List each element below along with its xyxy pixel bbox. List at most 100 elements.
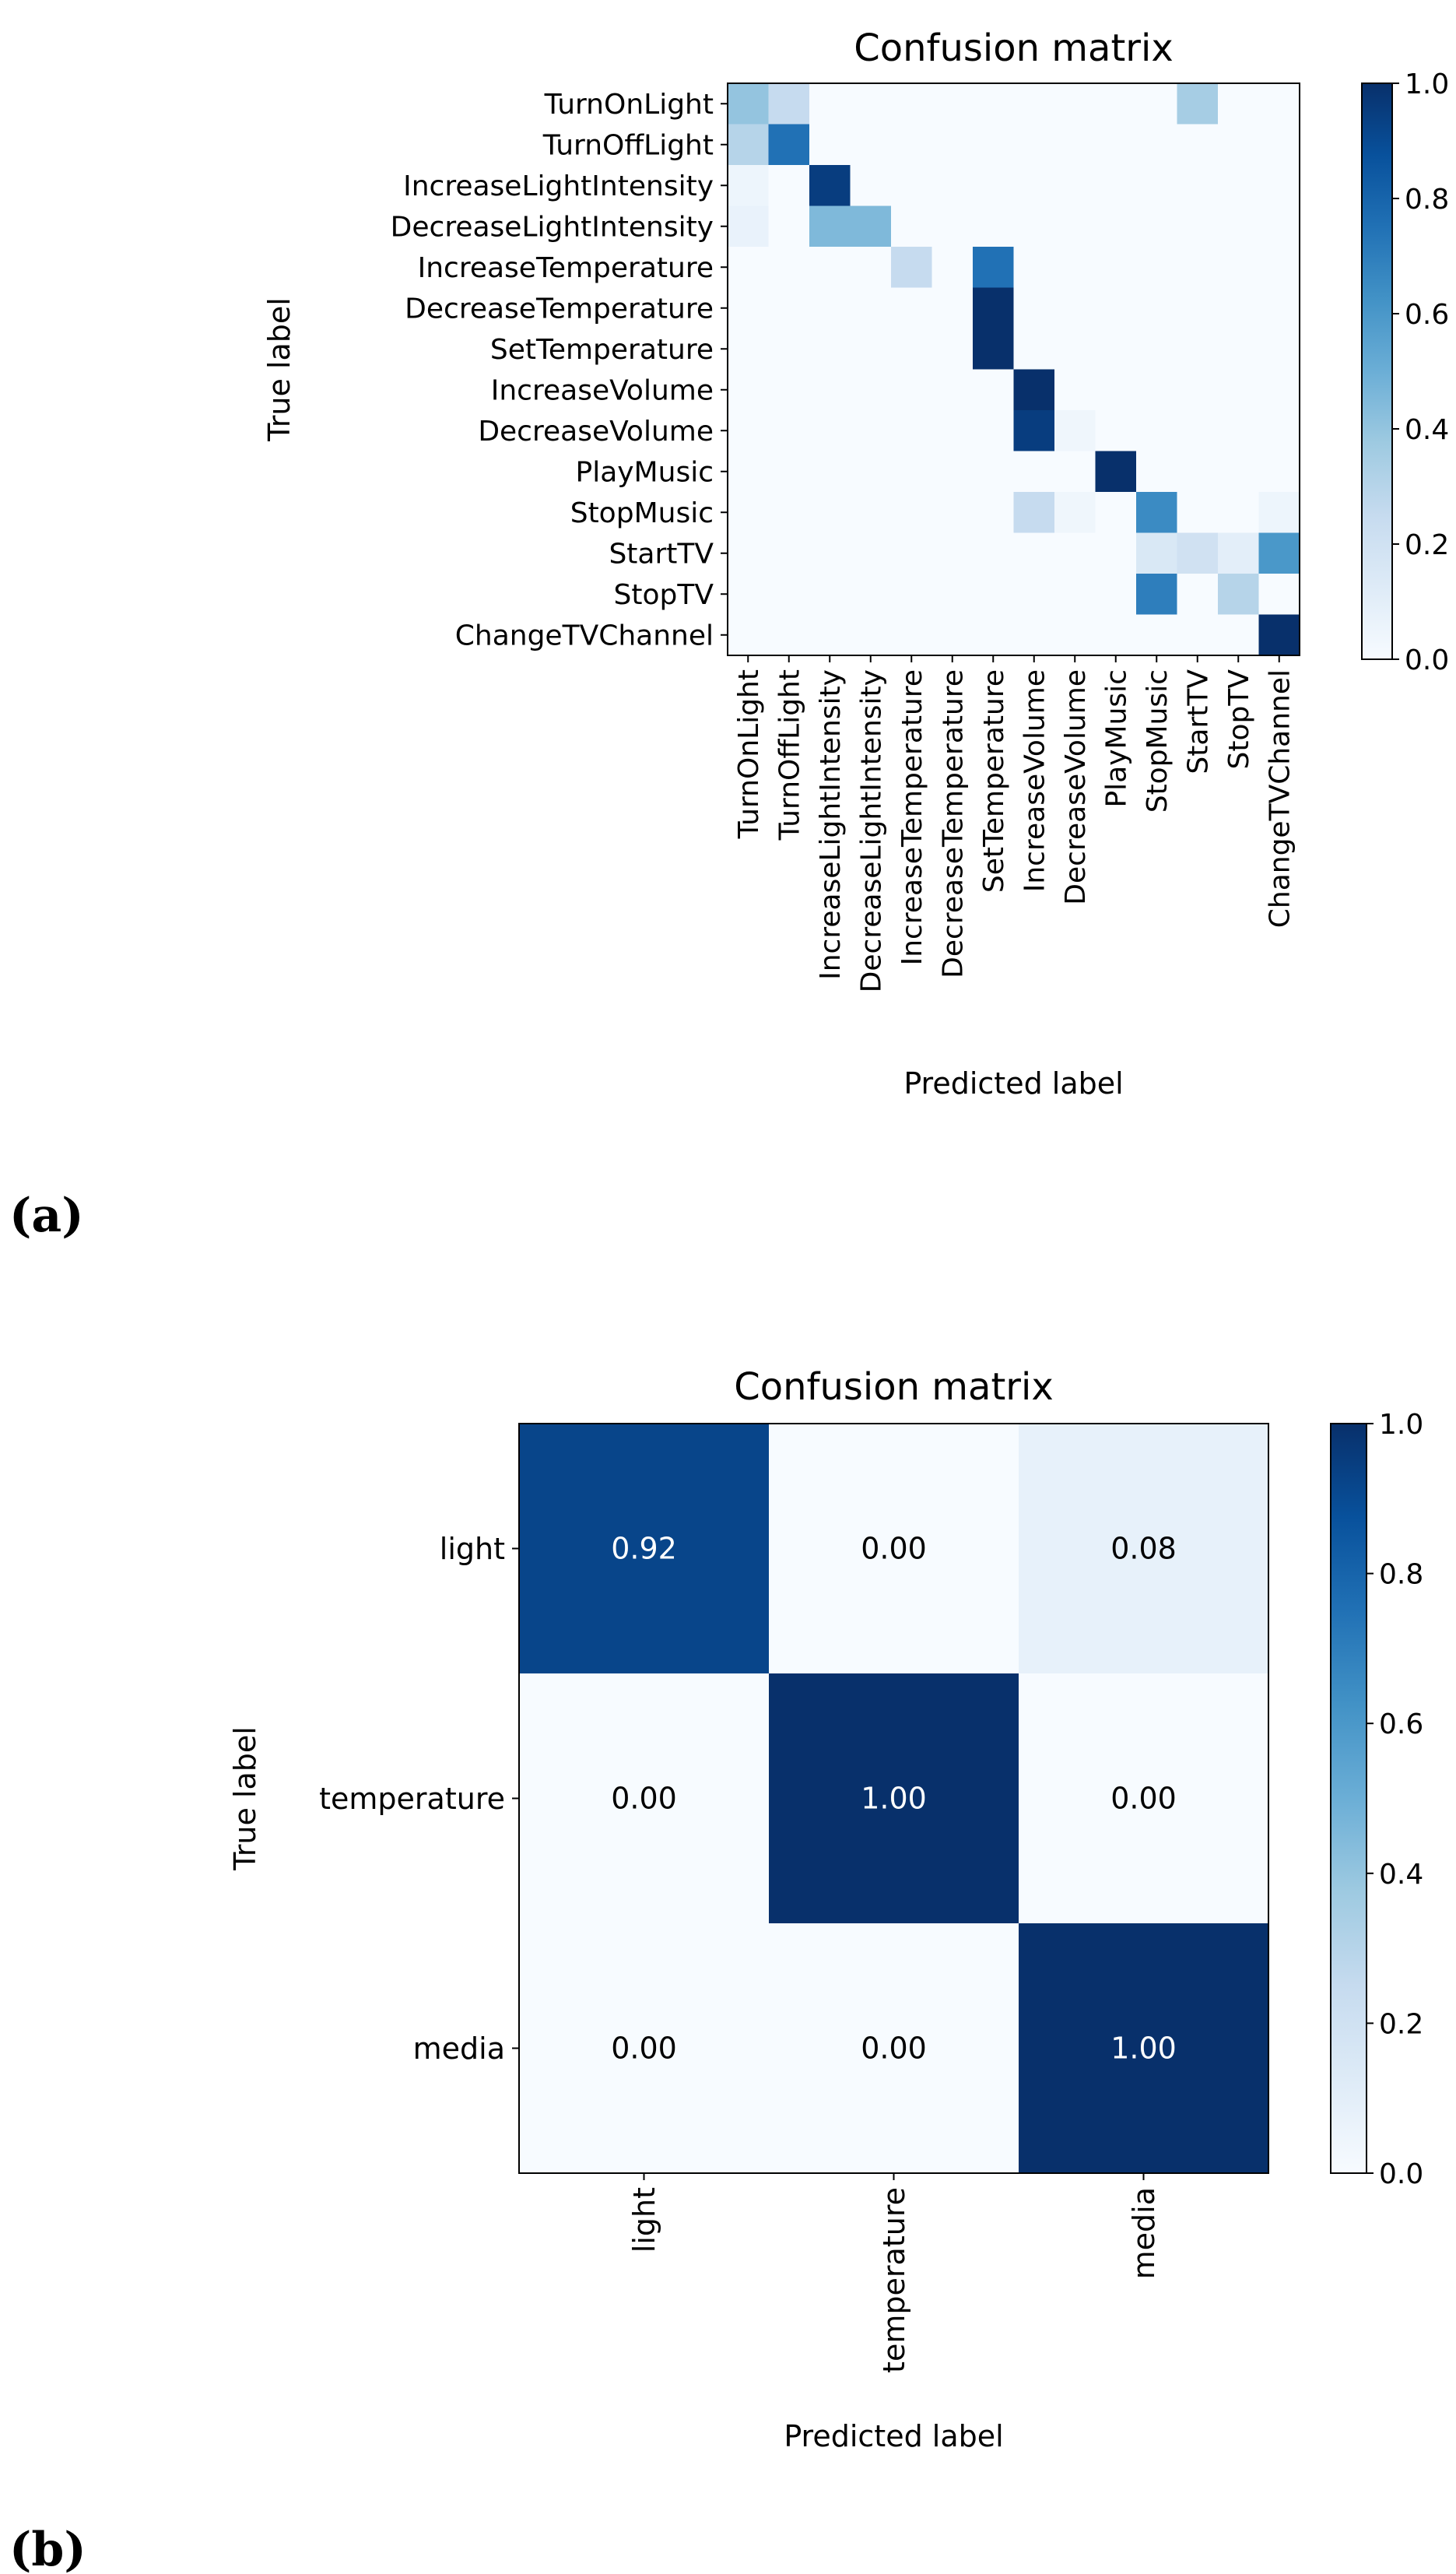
heatmap-cell [768, 492, 810, 534]
heatmap-cell [728, 205, 770, 248]
heatmap-cell [891, 124, 933, 166]
heatmap-cell [1095, 247, 1137, 289]
heatmap-cell [850, 287, 892, 329]
heatmap-cell [931, 451, 974, 493]
heatmap-cell [1054, 410, 1096, 452]
colorbar-tick-label: 0.6 [1379, 1708, 1423, 1740]
heatmap-cell [728, 369, 770, 411]
heatmap-cell [809, 247, 851, 289]
heatmap-cell [891, 492, 933, 534]
plot-frame [727, 83, 1300, 656]
heatmap-cell [850, 124, 892, 166]
heatmap-cell [809, 451, 851, 493]
heatmap-cell [1013, 614, 1055, 656]
heatmap-cell [1177, 369, 1219, 411]
colorbar-tick-label: 0.4 [1379, 1859, 1423, 1891]
heatmap-cell [769, 1424, 1019, 1674]
heatmap-cell [809, 410, 851, 452]
y-tick-label: media [413, 2031, 505, 2066]
colorbar-tick-label: 0.8 [1379, 1559, 1423, 1591]
heatmap-cell [1218, 614, 1260, 656]
heatmap-cell [931, 532, 974, 574]
x-tick-label: SetTemperature [978, 669, 1010, 893]
heatmap-cell [1136, 614, 1178, 656]
y-tick-label: IncreaseVolume [491, 375, 714, 407]
heatmap-cell [891, 451, 933, 493]
heatmap-cell [1218, 205, 1260, 248]
heatmap-cell [768, 369, 810, 411]
y-tick-label: SetTemperature [490, 334, 714, 366]
heatmap-cell [1013, 83, 1055, 125]
heatmap-cell [891, 165, 933, 207]
heatmap-cell [1177, 205, 1219, 248]
heatmap-cell [850, 492, 892, 534]
x-tick-label: TurnOnLight [733, 669, 765, 839]
heatmap-cell [1054, 532, 1096, 574]
heatmap-cell [519, 1424, 770, 1674]
heatmap-cell [973, 124, 1015, 166]
heatmap-cell [768, 410, 810, 452]
heatmap-cell [728, 614, 770, 656]
heatmap-cell [1258, 328, 1300, 370]
heatmap-cell [1054, 83, 1096, 125]
colorbar-tick-label: 0.6 [1405, 299, 1449, 331]
heatmap-cell [1054, 328, 1096, 370]
y-tick-label: StopMusic [570, 497, 714, 529]
heatmap-cell [1218, 328, 1260, 370]
heatmap-cell [1095, 369, 1137, 411]
heatmap-cell [1013, 247, 1055, 289]
heatmap-cell [850, 83, 892, 125]
colorbar-tick-label: 0.0 [1379, 2158, 1423, 2190]
heatmap-cell [1054, 165, 1096, 207]
y-tick-label: TurnOffLight [542, 130, 714, 162]
heatmap-cell [1177, 328, 1219, 370]
heatmap-cell [850, 165, 892, 207]
heatmap-cell [891, 328, 933, 370]
heatmap-cell [931, 614, 974, 656]
heatmap-cell [973, 205, 1015, 248]
heatmap-cell [1218, 532, 1260, 574]
heatmap-cell [1054, 492, 1096, 534]
heatmap-cell [931, 492, 974, 534]
heatmap-cell [768, 287, 810, 329]
heatmap-cell [850, 574, 892, 616]
heatmap-cell [1095, 532, 1137, 574]
heatmap-cell [1258, 532, 1300, 574]
heatmap-cell [1258, 451, 1300, 493]
x-tick-label: StopMusic [1142, 669, 1174, 813]
heatmap-cell [1177, 247, 1219, 289]
cell-value-label: 1.00 [1110, 2031, 1177, 2066]
heatmap-cell [1095, 410, 1137, 452]
x-tick-label: IncreaseLightIntensity [815, 669, 847, 980]
heatmap-cell [973, 492, 1015, 534]
heatmap-cell [891, 532, 933, 574]
heatmap-cell [1136, 247, 1178, 289]
heatmap-cell [728, 328, 770, 370]
y-tick-label: DecreaseTemperature [405, 293, 714, 325]
heatmap-cell [891, 614, 933, 656]
heatmap-cell [973, 614, 1015, 656]
heatmap-cell [1177, 287, 1219, 329]
heatmap-cell [769, 1673, 1019, 1924]
heatmap-cell [809, 287, 851, 329]
heatmap-cell [1218, 492, 1260, 534]
colorbar [1361, 83, 1393, 660]
heatmap-cell [1013, 205, 1055, 248]
heatmap-cell [1054, 614, 1096, 656]
y-tick-label: TurnOnLight [544, 89, 714, 121]
heatmap-cell [1258, 369, 1300, 411]
heatmap-cell [768, 205, 810, 248]
heatmap-cell [1054, 574, 1096, 616]
heatmap-cell [1136, 328, 1178, 370]
heatmap-cell [769, 1923, 1019, 2174]
colorbar [1330, 1423, 1367, 2174]
heatmap-cell [1054, 369, 1096, 411]
cell-value-label: 0.00 [1110, 1782, 1177, 1816]
heatmap-cell [809, 124, 851, 166]
heatmap-cell [891, 205, 933, 248]
heatmap-cell [1095, 83, 1137, 125]
heatmap-cell [728, 410, 770, 452]
heatmap-cell [768, 451, 810, 493]
heatmap-cell [1013, 532, 1055, 574]
colorbar-tick-label: 0.2 [1405, 529, 1449, 561]
